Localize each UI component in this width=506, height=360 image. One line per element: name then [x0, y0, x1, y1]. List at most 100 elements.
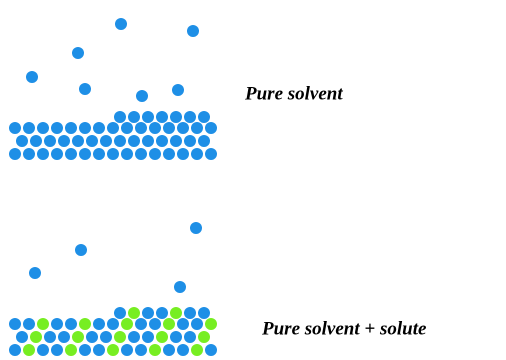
vapor-molecule: [115, 18, 127, 30]
molecule: [198, 111, 210, 123]
solvent-molecule: [163, 148, 175, 160]
pure-solvent-panel: [9, 18, 217, 160]
solute-molecule: [72, 331, 84, 343]
solvent-molecule: [51, 148, 63, 160]
solvent-molecule: [198, 135, 210, 147]
solute-molecule: [79, 318, 91, 330]
solvent-molecule: [121, 344, 133, 356]
solvent-molecule: [121, 122, 133, 134]
solvent-molecule: [93, 318, 105, 330]
solvent-molecule: [72, 135, 84, 147]
solvent-molecule: [149, 148, 161, 160]
solute-molecule: [156, 331, 168, 343]
solvent-molecule: [121, 148, 133, 160]
solvent-molecule: [149, 122, 161, 134]
solvent-molecule: [79, 148, 91, 160]
panel-label: Pure solvent: [244, 83, 343, 104]
solvent-molecule: [191, 122, 203, 134]
solvent-molecule: [177, 318, 189, 330]
solvent-molecule: [44, 331, 56, 343]
molecule: [156, 307, 168, 319]
solvent-molecule: [51, 318, 63, 330]
solvent-molecule: [93, 148, 105, 160]
solvent-molecule: [177, 148, 189, 160]
solvent-molecule: [177, 122, 189, 134]
solvent-molecule: [86, 135, 98, 147]
solvent-molecule: [79, 122, 91, 134]
solvent-molecule: [107, 318, 119, 330]
solvent-molecule: [135, 148, 147, 160]
solvent-molecule: [170, 135, 182, 147]
solute-molecule: [114, 331, 126, 343]
solvent-molecule: [142, 331, 154, 343]
solute-molecule: [30, 331, 42, 343]
molecule: [184, 111, 196, 123]
molecule: [184, 307, 196, 319]
solvent-molecule: [9, 318, 21, 330]
solvent-molecule: [79, 344, 91, 356]
molecule: [142, 111, 154, 123]
solvent-molecule: [107, 148, 119, 160]
panel-label: Pure solvent + solute: [261, 318, 427, 339]
solvent-molecule: [37, 122, 49, 134]
solvent-molecule: [93, 122, 105, 134]
solvent-molecule: [23, 122, 35, 134]
solvent-molecule: [16, 331, 28, 343]
vapor-molecule: [187, 25, 199, 37]
solute-molecule: [163, 318, 175, 330]
solvent-molecule: [9, 122, 21, 134]
solvent-molecule: [163, 122, 175, 134]
solute-molecule: [121, 318, 133, 330]
solvent-molecule: [128, 331, 140, 343]
solvent-molecule: [135, 122, 147, 134]
molecule: [156, 111, 168, 123]
solute-molecule: [205, 318, 217, 330]
solvent-molecule: [114, 135, 126, 147]
solvent-molecule: [30, 135, 42, 147]
solvent-molecule: [51, 344, 63, 356]
molecule: [198, 307, 210, 319]
molecule: [114, 307, 126, 319]
solvent-molecule: [51, 122, 63, 134]
solute-molecule: [37, 318, 49, 330]
solvent-molecule: [191, 318, 203, 330]
solvent-molecule: [177, 344, 189, 356]
solvent-molecule: [93, 344, 105, 356]
solvent-molecule: [205, 344, 217, 356]
solvent-molecule: [37, 344, 49, 356]
solvent-molecule: [170, 331, 182, 343]
solvent-molecule: [128, 135, 140, 147]
solvent-molecule: [163, 344, 175, 356]
vapor-molecule: [174, 281, 186, 293]
solvent-molecule: [191, 148, 203, 160]
solvent-molecule: [65, 148, 77, 160]
solvent-molecule: [65, 122, 77, 134]
solvent-molecule: [205, 148, 217, 160]
vapor-molecule: [190, 222, 202, 234]
molecule: [114, 111, 126, 123]
solute-molecule: [149, 344, 161, 356]
solvent-molecule: [100, 331, 112, 343]
solvent-molecule: [58, 135, 70, 147]
vapor-molecule: [75, 244, 87, 256]
solvent-molecule: [205, 122, 217, 134]
solute-molecule: [107, 344, 119, 356]
vapor-molecule: [29, 267, 41, 279]
solvent-molecule: [142, 135, 154, 147]
solvent-molecule: [135, 344, 147, 356]
solute-molecule: [23, 344, 35, 356]
solute-molecule: [191, 344, 203, 356]
diagram: Pure solvent Pure solvent + solute: [0, 0, 506, 360]
solvent-molecule: [156, 135, 168, 147]
solvent-molecule: [9, 148, 21, 160]
solvent-molecule: [184, 331, 196, 343]
solvent-molecule: [37, 148, 49, 160]
solvent-molecule: [23, 148, 35, 160]
solvent-molecule: [58, 331, 70, 343]
solution-panel: [9, 222, 217, 356]
solvent-molecule: [100, 135, 112, 147]
vapor-molecule: [136, 90, 148, 102]
solvent-molecule: [65, 318, 77, 330]
solvent-molecule: [86, 331, 98, 343]
solvent-molecule: [44, 135, 56, 147]
